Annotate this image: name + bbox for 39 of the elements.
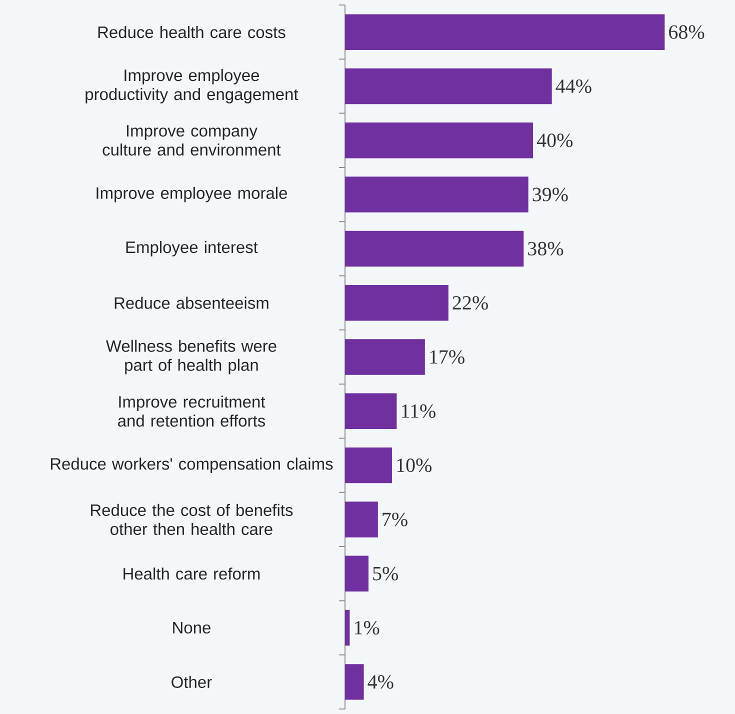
y-tick-label: Health care reform	[124, 568, 260, 580]
data-label: 39%	[532, 188, 568, 202]
data-label: 11%	[402, 404, 436, 418]
data-label: 22%	[452, 296, 488, 310]
bar	[345, 122, 534, 158]
y-tick-label: Improve company culture and environment	[102, 125, 281, 156]
bar	[345, 339, 425, 375]
data-label: 1%	[354, 621, 380, 635]
data-label: 4%	[368, 675, 394, 689]
y-tick-label: Reduce health care costs	[98, 26, 286, 38]
y-tick-label: Reduce absenteeism	[114, 296, 268, 309]
y-tick-label: Improve recruitment and retention efforts	[118, 396, 266, 427]
bar	[345, 284, 448, 321]
y-tick-label: None	[173, 622, 210, 634]
y-tick-label: Improve employee morale	[96, 186, 287, 202]
y-tick-label: Other	[172, 676, 212, 688]
bar	[345, 176, 528, 212]
bar	[345, 230, 524, 267]
bar	[345, 556, 369, 592]
bar	[345, 610, 350, 646]
data-label: 38%	[528, 242, 564, 256]
data-label: 44%	[556, 79, 592, 94]
y-tick-label: Reduce workers' compensation claims	[50, 458, 333, 473]
bar	[345, 447, 392, 484]
bar	[345, 68, 552, 104]
y-tick-label: Reduce the cost of benefits other then health care	[91, 504, 293, 536]
data-label: 40%	[536, 134, 573, 148]
y-tick-label: Improve employee productivity and engagement	[86, 69, 298, 104]
data-label: 68%	[669, 25, 704, 39]
data-label: 7%	[382, 512, 408, 526]
bar	[345, 664, 364, 700]
y-tick-label: Wellness benefits were part of health plan	[106, 340, 276, 374]
data-label: 10%	[397, 458, 432, 472]
bar	[345, 502, 378, 538]
y-tick-label: Employee interest	[126, 241, 258, 256]
data-label: 5%	[373, 566, 398, 580]
bar	[345, 14, 665, 50]
bar	[345, 393, 397, 430]
data-label: 17%	[430, 350, 464, 364]
